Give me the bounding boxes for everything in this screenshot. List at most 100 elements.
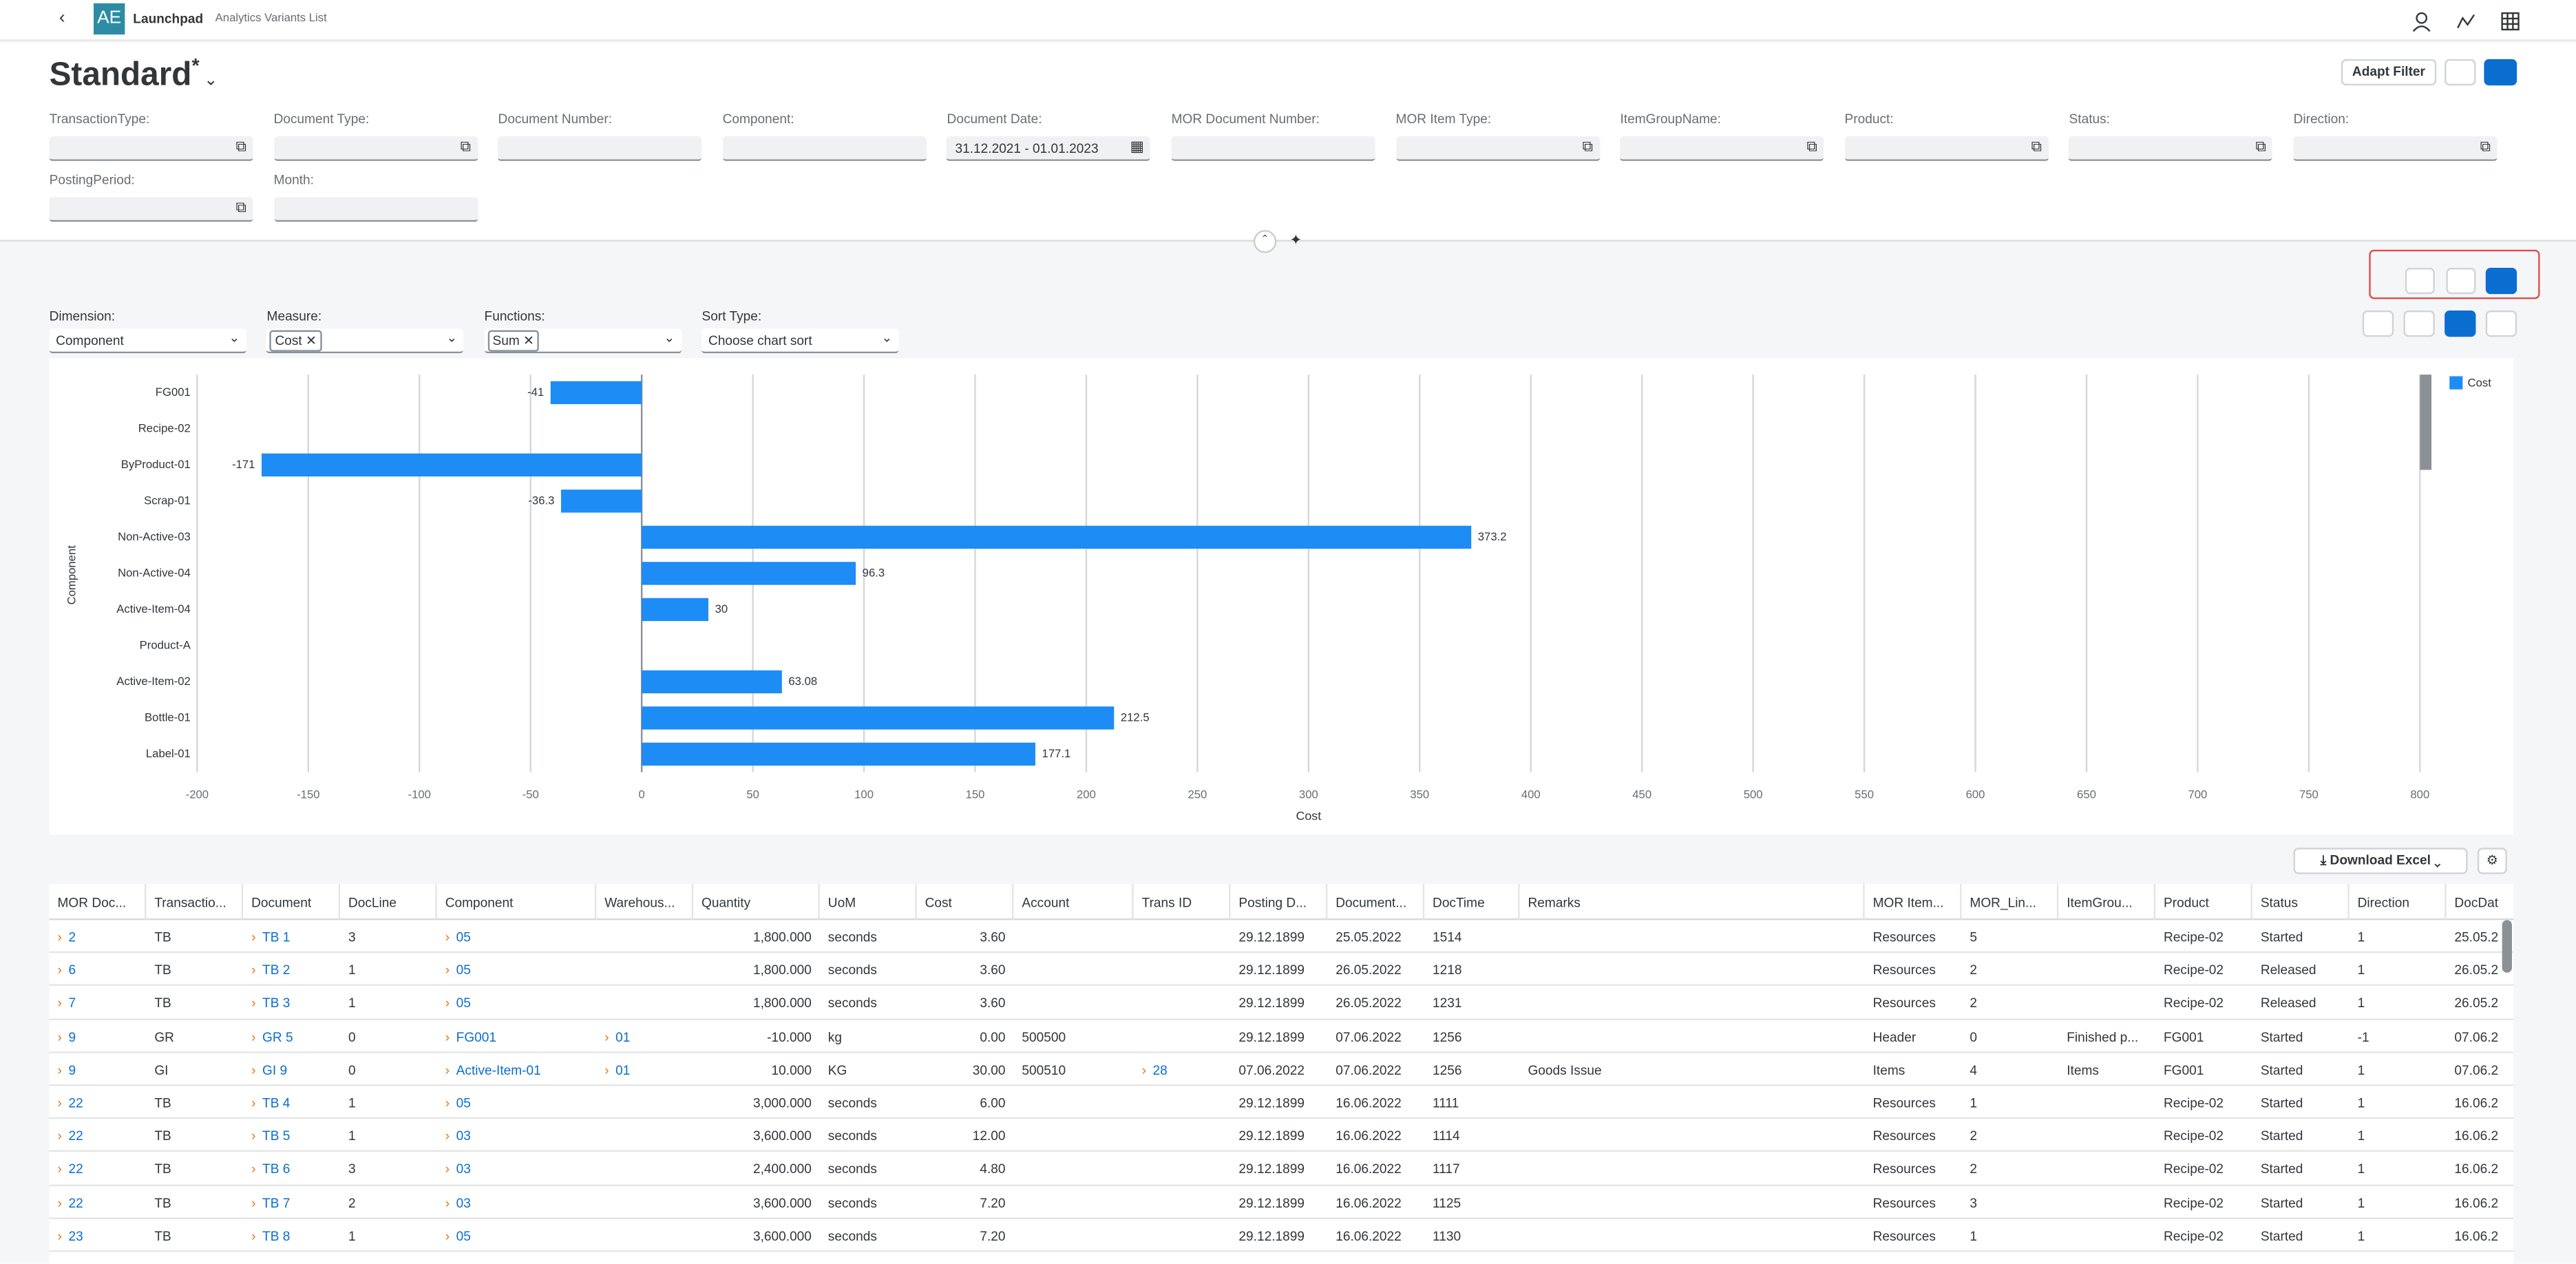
table-cell[interactable]: ›TB 4	[243, 1086, 340, 1119]
filter-field[interactable]: ⧉	[2069, 136, 2273, 161]
table-cell[interactable]: ›22	[50, 1186, 147, 1219]
cell-link[interactable]: 05	[456, 963, 471, 978]
cell-link[interactable]: 03	[456, 1162, 471, 1177]
filter-icon[interactable]: ⧉	[2480, 138, 2491, 156]
cell-link[interactable]: 01	[615, 1029, 630, 1044]
table-scrollbar[interactable]	[2502, 920, 2512, 972]
table-cell[interactable]: ›03	[437, 1119, 596, 1152]
table-cell[interactable]: ›01	[596, 1020, 693, 1053]
table-cell[interactable]: ›7	[50, 987, 147, 1020]
variant-title[interactable]: Standard* ⌄	[50, 54, 218, 95]
cell-link[interactable]: 2	[68, 930, 76, 945]
column-header[interactable]: MOR_Lin...	[1961, 884, 2058, 920]
back-button[interactable]: ‹	[59, 8, 65, 28]
adapt-filter-button[interactable]: Adapt Filter	[2341, 59, 2436, 85]
table-cell[interactable]: ›TB 3	[243, 987, 340, 1020]
column-header[interactable]: Component	[437, 884, 596, 920]
table-cell[interactable]: ›9	[50, 1020, 147, 1053]
control-select[interactable]: Choose chart sort⌄	[701, 328, 898, 353]
filter-icon[interactable]: ⧉	[236, 199, 246, 217]
view-chart[interactable]	[2405, 268, 2435, 294]
cell-link[interactable]: TB 5	[262, 1129, 290, 1144]
filter-icon[interactable]: ▦	[1130, 138, 1144, 156]
column-header[interactable]: DocDat	[2446, 884, 2513, 920]
collapse-button[interactable]: ˆ	[1254, 230, 1276, 253]
column-header[interactable]: UoM	[820, 884, 917, 920]
cell-link[interactable]: TB 4	[262, 1096, 290, 1110]
cell-link[interactable]: 23	[68, 1229, 83, 1243]
table-cell[interactable]: ›03	[437, 1152, 596, 1186]
table-cell[interactable]: ›05	[437, 1219, 596, 1252]
table-cell[interactable]: ›GR 5	[243, 1020, 340, 1053]
cell-link[interactable]: GR 5	[262, 1029, 293, 1044]
column-header[interactable]: Status	[2252, 884, 2350, 920]
column-header[interactable]: Document	[243, 884, 340, 920]
column-header[interactable]: MOR Doc...	[50, 884, 147, 920]
cell-link[interactable]: TB 2	[262, 963, 290, 978]
cell-link[interactable]: 9	[68, 1029, 76, 1044]
filter-icon[interactable]: ⧉	[2031, 138, 2042, 156]
table-cell[interactable]: ›22	[50, 1086, 147, 1119]
control-select[interactable]: Component⌄	[50, 328, 246, 353]
control-token[interactable]: Cost ✕	[270, 330, 321, 352]
column-header[interactable]: Quantity	[693, 884, 820, 920]
table-cell[interactable]: ›TB 7	[243, 1186, 340, 1219]
cell-link[interactable]: TB 1	[262, 930, 290, 945]
column-header[interactable]: MOR Item...	[1865, 884, 1962, 920]
cell-link[interactable]: FG001	[456, 1029, 496, 1044]
control-select[interactable]: Sum ✕⌄	[485, 328, 682, 353]
column-header[interactable]: Product	[2155, 884, 2252, 920]
table-cell[interactable]: ›TB 1	[243, 920, 340, 953]
table-cell[interactable]: ›TB 5	[243, 1119, 340, 1152]
cell-link[interactable]: 01	[615, 1063, 630, 1077]
table-cell[interactable]: ›28	[1134, 1053, 1231, 1086]
table-cell[interactable]: ›23	[50, 1219, 147, 1252]
table-cell[interactable]: ›03	[437, 1186, 596, 1219]
logo[interactable]: AE	[94, 3, 125, 34]
cell-link[interactable]: 03	[456, 1129, 471, 1144]
column-header[interactable]: Document...	[1327, 884, 1424, 920]
filter-field[interactable]: ⧉	[1396, 136, 1600, 161]
cell-link[interactable]: 9	[68, 1063, 76, 1077]
column-header[interactable]: Remarks	[1520, 884, 1865, 920]
cell-link[interactable]: TB 3	[262, 996, 290, 1011]
table-cell[interactable]: ›6	[50, 954, 147, 987]
column-header[interactable]: DocTime	[1424, 884, 1519, 920]
chart-type-buttons[interactable]	[2363, 310, 2520, 337]
cell-link[interactable]: 05	[456, 1096, 471, 1110]
filter-icon[interactable]: ⧉	[1583, 138, 1593, 156]
table-cell[interactable]: ›TB 6	[243, 1152, 340, 1186]
shell-icons[interactable]	[2409, 8, 2531, 34]
filter-icon[interactable]: ⧉	[2256, 138, 2266, 156]
download-button[interactable]: ⤓ Download Excel ⌄	[2294, 847, 2468, 874]
table-cell[interactable]: ›22	[50, 1152, 147, 1186]
cell-link[interactable]: Active-Item-01	[456, 1063, 541, 1077]
table-cell[interactable]: ›GI 9	[243, 1053, 340, 1086]
control-select[interactable]: Cost ✕⌄	[267, 328, 464, 353]
view-both[interactable]	[2486, 268, 2517, 294]
filter-icon[interactable]: ⧉	[461, 138, 471, 156]
cell-link[interactable]: 7	[68, 996, 76, 1011]
cell-link[interactable]: 05	[456, 996, 471, 1011]
cell-link[interactable]: TB 7	[262, 1195, 290, 1210]
table-cell[interactable]: ›01	[596, 1053, 693, 1086]
table-cell[interactable]: ›22	[50, 1119, 147, 1152]
table-cell[interactable]: ›9	[50, 1053, 147, 1086]
cell-link[interactable]: TB 8	[262, 1229, 290, 1243]
control-token[interactable]: Sum ✕	[487, 330, 539, 352]
column-header[interactable]: Account	[1013, 884, 1133, 920]
cell-link[interactable]: GI 9	[262, 1063, 287, 1077]
filter-field[interactable]: ⧉	[1620, 136, 1824, 161]
table-cell[interactable]: ›TB 2	[243, 954, 340, 987]
cell-link[interactable]: 22	[68, 1129, 83, 1144]
cell-link[interactable]: 05	[456, 930, 471, 945]
column-header[interactable]: Direction	[2350, 884, 2447, 920]
filter-field[interactable]: ⧉	[1845, 136, 2049, 161]
pin-button[interactable]: ✦	[1289, 231, 1302, 249]
filter-field[interactable]	[723, 136, 927, 161]
view-table[interactable]	[2446, 268, 2475, 294]
table-cell[interactable]: ›Active-Item-01	[437, 1053, 596, 1086]
column-header[interactable]: Trans ID	[1134, 884, 1231, 920]
table-cell[interactable]: ›05	[437, 954, 596, 987]
table-cell[interactable]: ›2	[50, 920, 147, 953]
